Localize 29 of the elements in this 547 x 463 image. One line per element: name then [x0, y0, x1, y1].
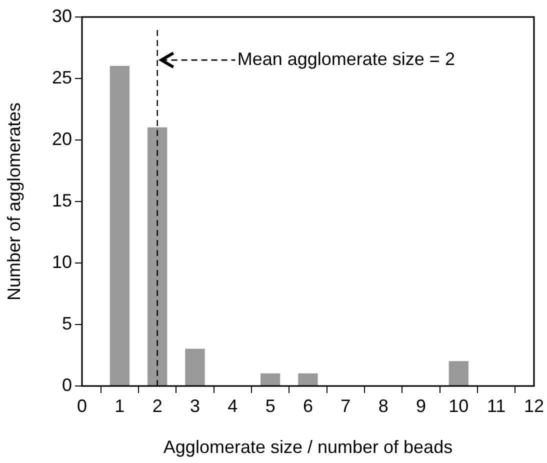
x-tick-label: 10 [448, 396, 469, 416]
x-tick-label: 5 [265, 396, 276, 416]
bar [260, 373, 280, 386]
y-tick-label: 25 [52, 67, 72, 88]
y-tick-label: 15 [52, 190, 72, 210]
y-axis-title: Number of agglomerates [4, 102, 24, 301]
x-tick-label: 2 [152, 396, 162, 416]
x-tick-label: 8 [378, 396, 388, 416]
annotation: Mean agglomerate size = 2 [237, 49, 455, 70]
x-axis-title: Agglomerate size / number of beads [163, 437, 453, 458]
y-tick-label: 5 [62, 313, 72, 334]
x-tick-label: 4 [228, 396, 238, 416]
y-tick-label: 10 [52, 252, 72, 272]
y-tick-label: 30 [52, 6, 72, 26]
x-tick-label: 1 [114, 396, 125, 416]
x-tick-label: 6 [302, 396, 313, 416]
x-tick-label: 3 [190, 396, 200, 416]
bar [148, 127, 168, 386]
x-tick-label: 0 [76, 396, 88, 416]
y-tick-label: 20 [52, 128, 72, 149]
bar [110, 66, 130, 386]
x-tick-label: 7 [340, 396, 351, 416]
bar [185, 348, 205, 386]
x-tick-label: 11 [486, 396, 506, 416]
y-tick-label: 0 [62, 374, 72, 395]
bar [448, 361, 468, 386]
bar [298, 373, 318, 386]
x-tick-label: 9 [416, 396, 426, 416]
x-tick-label: 12 [524, 396, 544, 416]
